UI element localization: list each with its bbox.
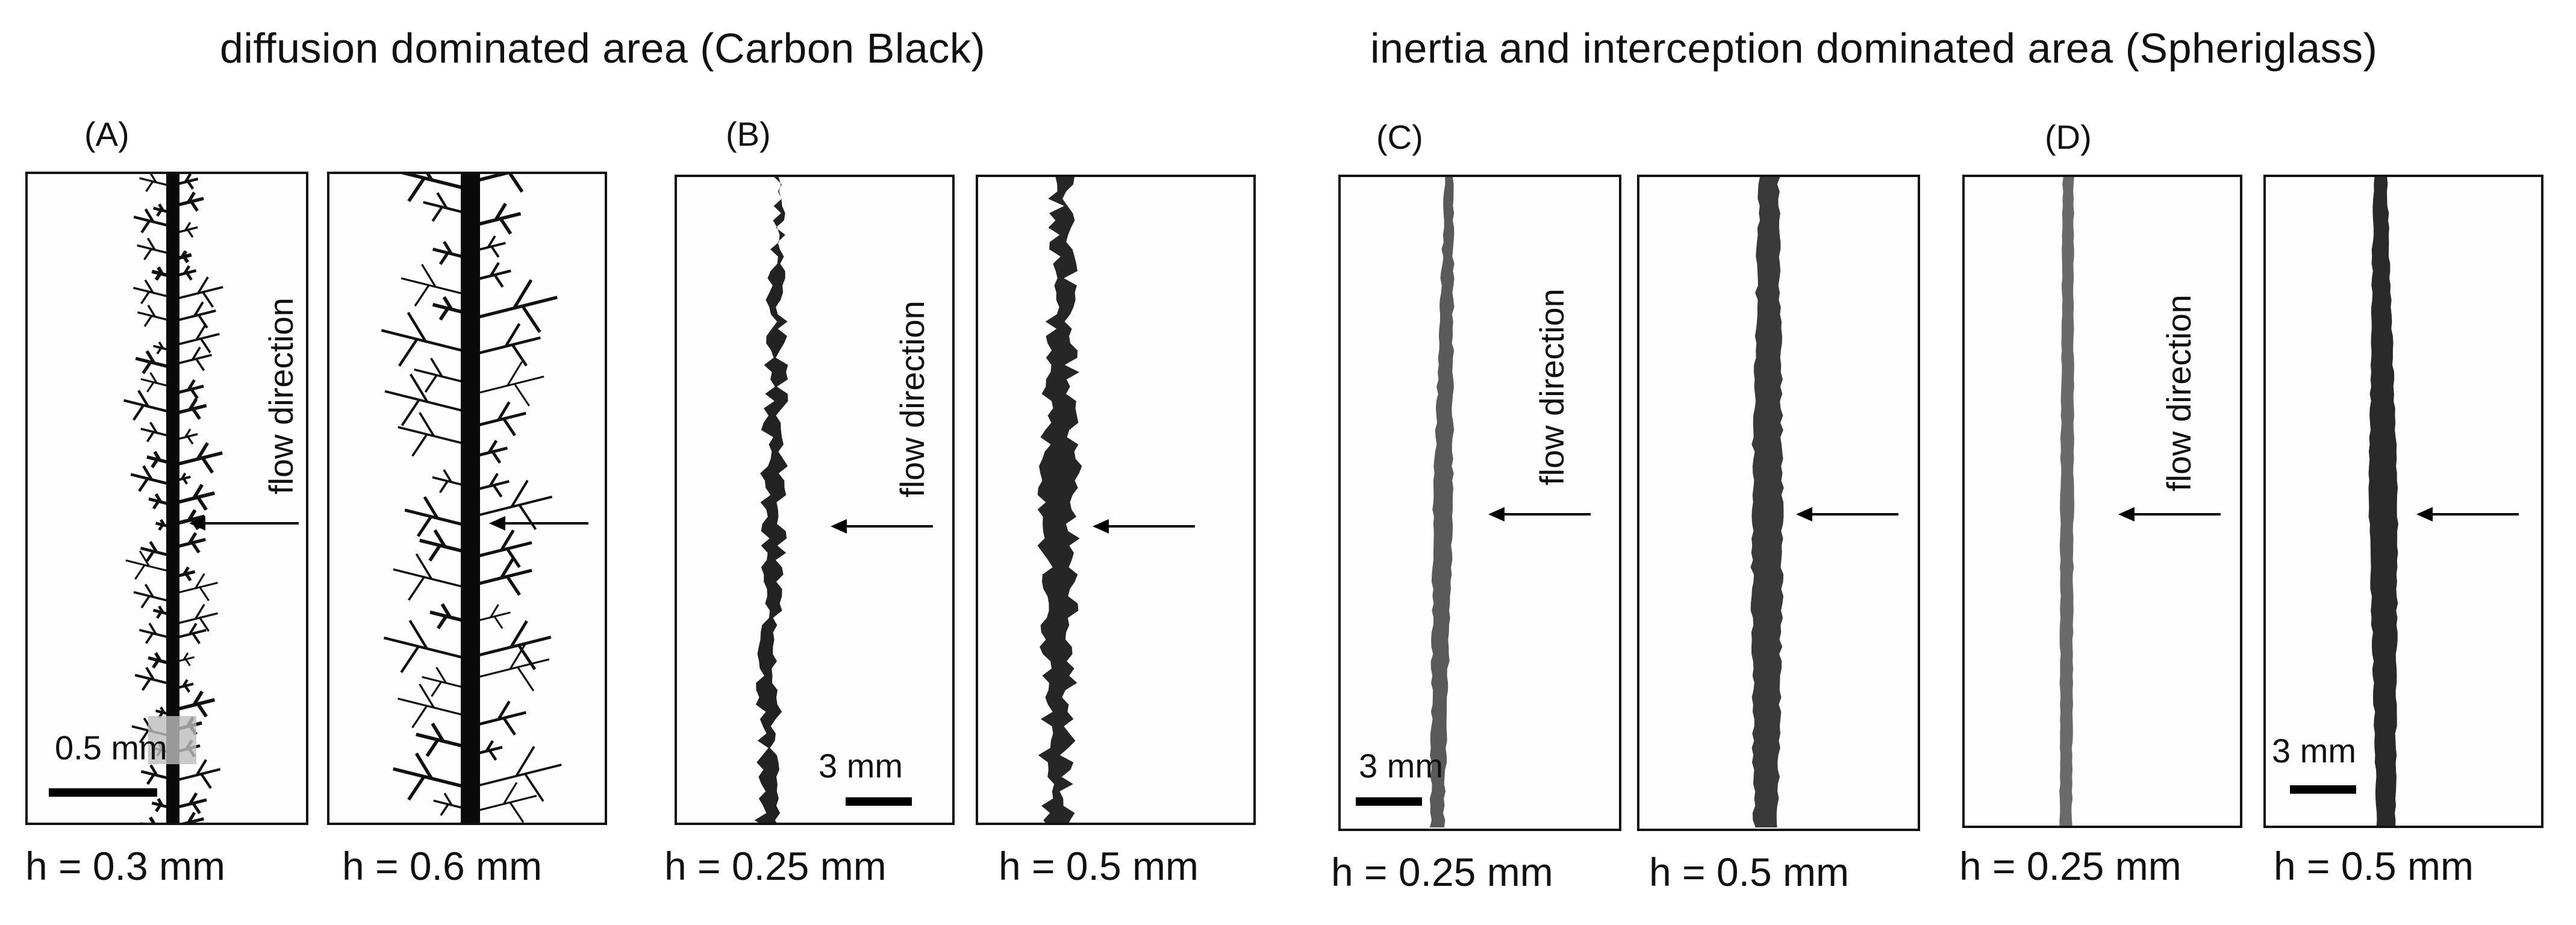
- arrowhead-b1: [831, 519, 847, 534]
- deposit-c2-graphic: [1750, 177, 1898, 827]
- scale-overlay-a1: [148, 716, 196, 764]
- deposit-rough-b2: [1037, 177, 1082, 823]
- dendrite-branch: [172, 690, 216, 718]
- dendrite-branch: [470, 529, 532, 568]
- dendrite-branch: [470, 361, 544, 406]
- dendrite-branch: [172, 442, 223, 474]
- group-label-d: (D): [2045, 118, 2092, 156]
- flow-direction-label-d1: flow direction: [2160, 294, 2198, 491]
- scale-bar-b1: [846, 797, 912, 806]
- h-label-b1: h = 0.25 mm: [664, 844, 887, 888]
- group-label-c: (C): [1376, 118, 1423, 156]
- dendrite-branch: [172, 484, 215, 511]
- deposit-c1-graphic: [1429, 177, 1591, 827]
- panel-d1-image: flow direction: [1962, 175, 2242, 828]
- deposit-d2-graphic: [2368, 177, 2519, 826]
- dendrite-branch: [384, 373, 471, 426]
- h-label-c2: h = 0.5 mm: [1649, 850, 1849, 894]
- dendrite-branch: [404, 496, 471, 537]
- panel-d2-image: 3 mm: [2263, 175, 2543, 828]
- deposit-smooth-d1: [2059, 177, 2074, 826]
- deposit-b1-graphic: [754, 177, 933, 823]
- deposit-d1-graphic: [2059, 177, 2221, 826]
- panel-c1-image: flow direction 3 mm: [1338, 175, 1621, 831]
- scale-bar-a1: [49, 788, 157, 797]
- deposit-core-a1: [166, 174, 179, 823]
- deposit-smooth-d2: [2368, 177, 2399, 826]
- arrowhead-d1: [2118, 507, 2135, 522]
- group-label-a: (A): [84, 115, 129, 153]
- dendrite-branch: [470, 782, 537, 823]
- dendrite-branch: [172, 603, 218, 632]
- dendrite-branch: [172, 276, 223, 308]
- dendrite-branch: [401, 264, 471, 307]
- flow-direction-label-a1: flow direction: [262, 297, 300, 494]
- arrowhead-d2: [2416, 507, 2433, 522]
- scale-bar-c1: [1356, 797, 1422, 806]
- dendrite-branch: [470, 479, 553, 531]
- dendrite-branch: [130, 465, 173, 492]
- arrowhead-a2: [489, 516, 505, 531]
- deposit-smooth-c1: [1429, 177, 1455, 827]
- dendrite-branch: [172, 759, 221, 790]
- dendrite-branch: [125, 550, 173, 580]
- arrowhead-c2: [1796, 507, 1812, 522]
- h-label-c1: h = 0.25 mm: [1331, 850, 1553, 894]
- h-label-d1: h = 0.25 mm: [1959, 844, 2181, 888]
- arrowhead-b2: [1093, 519, 1109, 534]
- dendrite-branch: [470, 746, 562, 802]
- panel-a1-image: flow direction 0.5 mm: [25, 172, 308, 825]
- scale-label-b1: 3 mm: [819, 747, 903, 785]
- dendrite-branch: [393, 553, 471, 601]
- dendrite-branch: [123, 390, 173, 421]
- deposit-b2-graphic: [1037, 177, 1195, 823]
- deposit-smooth-c2: [1750, 177, 1784, 827]
- dendrite-branch: [172, 324, 220, 353]
- h-label-b2: h = 0.5 mm: [999, 844, 1199, 888]
- deposit-a2-graphic: [381, 174, 588, 823]
- dendrite-branch: [398, 412, 471, 457]
- dendrite-branch: [393, 752, 471, 801]
- dendrite-branch: [172, 573, 218, 602]
- dendrite-branch: [470, 643, 550, 692]
- panel-b2-image: [976, 175, 1256, 825]
- dendrite-branch: [140, 816, 156, 823]
- dendrite-branch: [470, 323, 541, 367]
- panel-b1-image: flow direction 3 mm: [675, 175, 955, 825]
- dendrite-branch: [470, 279, 558, 333]
- heading-inertia: inertia and interception dominated area …: [1370, 25, 2378, 72]
- h-label-a1: h = 0.3 mm: [25, 844, 225, 888]
- h-label-d2: h = 0.5 mm: [2274, 844, 2474, 888]
- arrowhead-a1: [189, 516, 205, 531]
- dendrite-branch: [398, 684, 471, 729]
- dendrite-branch: [470, 174, 524, 193]
- h-label-a2: h = 0.6 mm: [342, 844, 542, 888]
- panel-a2-image: [327, 172, 607, 825]
- scale-bar-d2: [2290, 785, 2356, 794]
- deposit-core-a2: [461, 174, 480, 823]
- scale-label-c1: 3 mm: [1359, 747, 1443, 785]
- panel-c2-image: [1637, 175, 1920, 831]
- scale-label-a1: 0.5 mm: [55, 729, 167, 767]
- scale-label-d2: 3 mm: [2272, 732, 2356, 770]
- dendrite-branch: [401, 174, 471, 202]
- dendrite-branch: [470, 557, 532, 596]
- dendrite-branch: [381, 311, 471, 367]
- dendrite-branch: [182, 812, 204, 823]
- heading-diffusion: diffusion dominated area (Carbon Black): [220, 25, 986, 72]
- deposit-a1-graphic: [123, 174, 299, 823]
- group-label-b: (B): [726, 115, 771, 153]
- arrowhead-c1: [1488, 507, 1505, 522]
- deposit-rough-b1: [754, 177, 788, 823]
- dendrite-branch: [383, 620, 471, 673]
- flow-direction-label-b1: flow direction: [893, 301, 931, 497]
- flow-direction-label-c1: flow direction: [1533, 288, 1571, 485]
